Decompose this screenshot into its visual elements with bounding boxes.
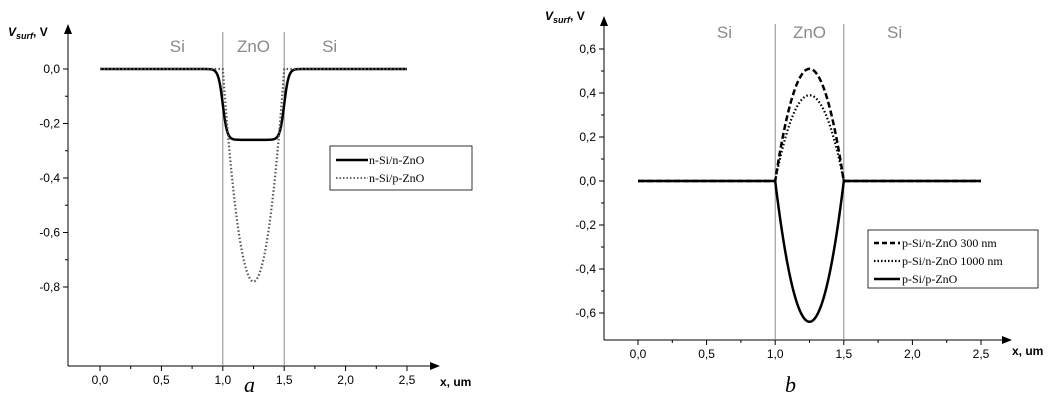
chart-b-x-tick-label: 0,0 <box>630 347 647 361</box>
chart-b-axes <box>600 16 1012 344</box>
chart-a-x-tick-label: 1,0 <box>214 373 231 387</box>
chart-a-x-tick-label: 2,5 <box>399 373 416 387</box>
chart-a-x-tick-label: 0,0 <box>92 373 109 387</box>
chart-a-y-tick-label: -0,2 <box>39 116 60 130</box>
chart-a-legend-label-0: n-Si/n-ZnO <box>369 153 425 167</box>
chart-b-caption: b <box>785 372 796 397</box>
chart-b-y-arrow <box>600 16 608 26</box>
chart-b-y-tick-label: -0,4 <box>575 262 596 276</box>
chart-b-series-0 <box>637 67 982 183</box>
chart-a-caption: a <box>244 372 255 397</box>
chart-b-x-tick-label: 0,5 <box>698 347 715 361</box>
chart-a-region-label: Si <box>170 37 185 56</box>
chart-b-x-tick-label: 2,0 <box>904 347 921 361</box>
chart-a-region-label: ZnO <box>237 37 270 56</box>
chart-b: 0,0 0,5 1,0 1,5 2,0 2,5 0,6 0,4 0,2 0,0 -0,2 -0,4 -0… <box>545 9 1043 397</box>
chart-a-region-label: Si <box>322 37 337 56</box>
chart-b-legend-label-0: p-Si/n-ZnO 300 nm <box>902 236 997 250</box>
chart-b-x-tick-label: 1,0 <box>767 347 784 361</box>
chart-a-y-tick-label: -0,6 <box>39 225 60 239</box>
chart-a-y-tick-label: -0,4 <box>39 171 60 185</box>
chart-a-legend-label-1: n-Si/p-ZnO <box>369 171 425 185</box>
chart-b-legend-label-1: p-Si/n-ZnO 1000 nm <box>902 254 1003 268</box>
chart-b-y-tick-label: -0,2 <box>575 218 596 232</box>
chart-a-x-tick-label: 0,5 <box>153 373 170 387</box>
chart-b-legend-label-2: p-Si/p-ZnO <box>902 272 958 286</box>
chart-b-y-tick-label: 0,4 <box>579 86 596 100</box>
chart-a-legend: n-Si/n-ZnO n-Si/p-ZnO <box>329 145 473 191</box>
chart-a: 0,0 0,5 1,0 1,5 2,0 2,5 0,0 -0,2 -0,4 -0,6 -0,8 Si… <box>8 24 473 397</box>
chart-a-x-tick-label: 2,0 <box>337 373 354 387</box>
chart-b-y-tick-label: 0,2 <box>579 130 596 144</box>
chart-b-y-tick-label: -0,6 <box>575 306 596 320</box>
chart-a-y-label: Vsurf, V <box>8 25 48 41</box>
chart-b-x-arrow <box>1002 336 1012 344</box>
chart-a-axes <box>64 24 440 370</box>
chart-b-y-tick-label: 0,6 <box>579 42 596 56</box>
chart-b-legend: p-Si/n-ZnO 300 nm p-Si/n-ZnO 1000 nm p-S… <box>867 229 1039 289</box>
chart-b-x-tick-label: 1,5 <box>835 347 852 361</box>
chart-a-x-label: x, um <box>440 375 471 389</box>
chart-b-series-1 <box>638 94 981 183</box>
chart-a-y-tick-label: 0,0 <box>43 62 60 76</box>
chart-b-series-2 <box>637 179 982 324</box>
chart-b-region-label: Si <box>887 23 902 42</box>
chart-a-x-arrow <box>430 362 440 370</box>
chart-b-region-label: ZnO <box>793 23 826 42</box>
chart-a-y-tick-label: -0,8 <box>39 280 60 294</box>
chart-a-x-tick-label: 1,5 <box>276 373 293 387</box>
chart-a-y-arrow <box>64 24 72 34</box>
chart-b-region-label: Si <box>717 23 732 42</box>
chart-b-x-tick-label: 2,5 <box>973 347 990 361</box>
chart-b-y-label: Vsurf, V <box>545 9 585 25</box>
chart-b-x-label: x, um <box>1012 344 1043 358</box>
chart-b-y-tick-label: 0,0 <box>579 174 596 188</box>
chart-a-series-0 <box>99 67 408 142</box>
